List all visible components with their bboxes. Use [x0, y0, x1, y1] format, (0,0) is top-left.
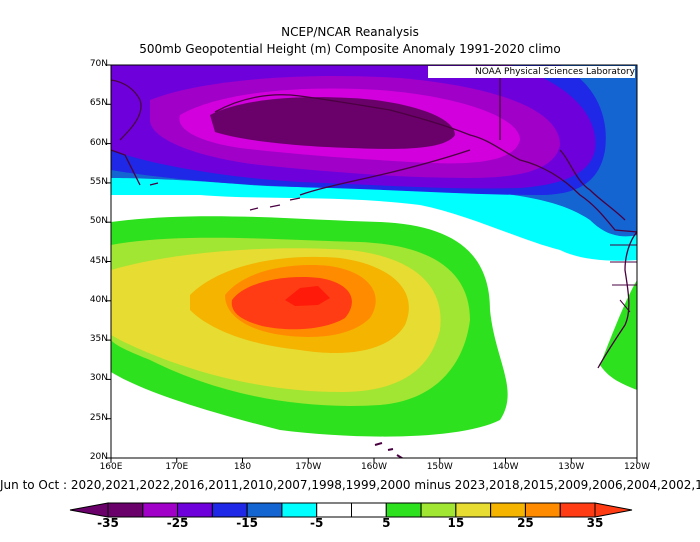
lat-label: 50N — [89, 216, 108, 227]
lon-label: 170E — [165, 462, 189, 472]
lat-label: 30N — [89, 373, 108, 384]
contour-max — [285, 286, 330, 306]
credit-label: NOAA Physical Sciences Laboratory — [428, 66, 635, 78]
lon-label: 180 — [233, 462, 252, 472]
colorbar-swatch — [246, 502, 283, 518]
lon-label: 140W — [492, 462, 519, 472]
colorbar-swatch — [455, 502, 492, 518]
us-borders — [610, 244, 637, 313]
colorbar-swatch — [211, 502, 248, 518]
colorbar-label: -5 — [310, 516, 324, 530]
colorbar-label: 15 — [447, 516, 465, 530]
lat-label: 55N — [89, 176, 108, 187]
lat-label: 20N — [89, 452, 108, 462]
colorbar-label: 35 — [586, 516, 604, 530]
colorbar-swatch — [142, 502, 179, 518]
colorbar-swatch — [351, 502, 387, 518]
lon-label: 160E — [99, 462, 123, 472]
lat-label: 60N — [89, 137, 108, 148]
colorbar-swatch — [385, 502, 422, 518]
lat-label: 35N — [89, 334, 108, 345]
colorbar — [69, 502, 633, 518]
chart-title: NCEP/NCAR Reanalysis — [281, 25, 419, 39]
colorbar-swatch — [177, 502, 213, 518]
colorbar-max-arrow — [594, 502, 633, 518]
lat-label: 45N — [89, 255, 108, 266]
lon-label: 160W — [360, 462, 388, 472]
chart-subtitle: 500mb Geopotential Height (m) Composite … — [139, 42, 561, 56]
axis-ticks — [106, 64, 638, 463]
coastline-aleutians — [149, 149, 471, 211]
colorbar-label: 5 — [382, 516, 391, 530]
coastline-alaska — [214, 94, 637, 233]
colorbar-min-arrow — [69, 502, 109, 518]
lat-label: 70N — [89, 59, 108, 69]
contour-neg-min — [210, 97, 455, 149]
colorbar-label: -35 — [97, 516, 119, 530]
coastline-russia — [111, 79, 142, 186]
lon-label: 130W — [558, 462, 585, 472]
colorbar-label: -25 — [166, 516, 189, 530]
lon-label: 120W — [623, 462, 651, 472]
colorbar-label: 25 — [517, 516, 534, 530]
lat-label: 25N — [89, 412, 108, 423]
colorbar-swatch — [316, 502, 353, 518]
colorbar-swatch — [559, 502, 596, 518]
coastline-us-west — [597, 231, 637, 369]
lat-label: 65N — [89, 98, 108, 109]
composite-caption: Jun to Oct : 2020,2021,2022,2016,2011,20… — [0, 478, 700, 492]
colorbar-swatch — [490, 502, 526, 518]
colorbar-swatch — [281, 502, 318, 518]
colorbar-swatch — [107, 502, 144, 518]
contour-fill-layer — [111, 65, 637, 458]
colorbar-label: -15 — [236, 516, 258, 530]
lat-label: 40N — [89, 294, 108, 305]
lon-label: 170W — [295, 462, 322, 472]
colorbar-swatch — [420, 502, 457, 518]
colorbar-swatch — [524, 502, 561, 518]
lon-label: 150W — [426, 462, 453, 472]
